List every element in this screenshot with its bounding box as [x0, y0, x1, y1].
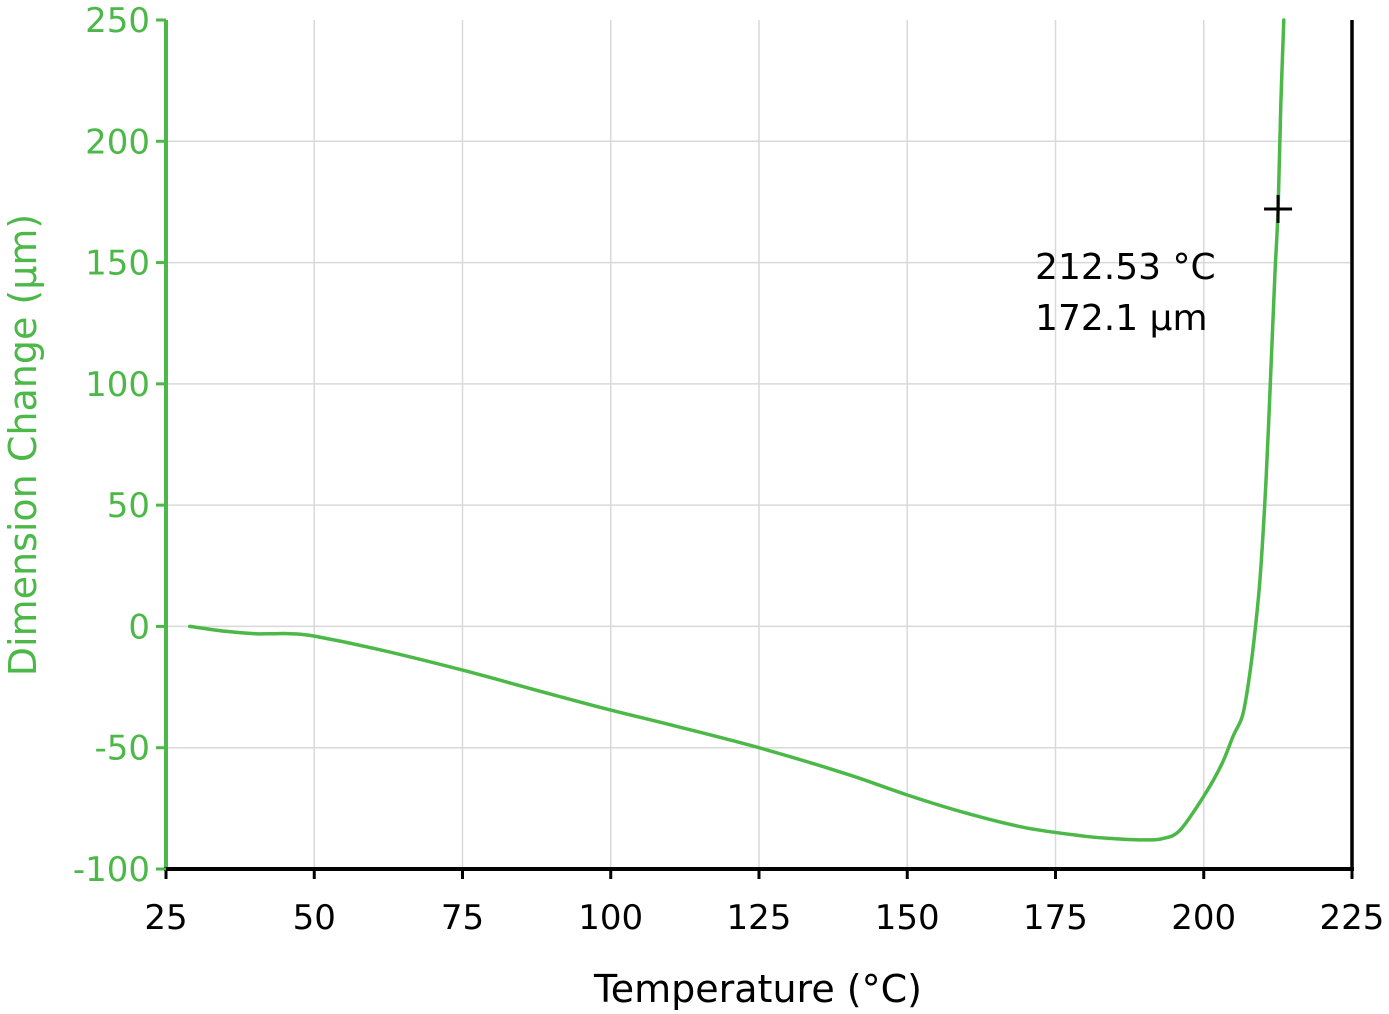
- y-tick-label: -100: [73, 850, 150, 890]
- y-tick-label: -50: [94, 729, 150, 769]
- x-tick-label: 75: [441, 898, 484, 938]
- x-tick-label: 25: [144, 898, 187, 938]
- x-tick-label: 225: [1320, 898, 1385, 938]
- x-axis-ticks: 25 50 75 100 125 150 175 200 225: [144, 869, 1384, 938]
- y-axis-label: Dimension Change (µm): [1, 214, 45, 676]
- y-tick-label: 0: [128, 607, 150, 647]
- series-lines: [187, 18, 1286, 842]
- y-tick-label: 250: [85, 1, 150, 41]
- x-tick-label: 200: [1171, 898, 1236, 938]
- y-tick-label: 100: [85, 365, 150, 405]
- y-tick-label: 150: [85, 244, 150, 284]
- x-axis-label: Temperature (°C): [593, 967, 922, 1011]
- grid-lines: [166, 20, 1352, 869]
- x-tick-label: 50: [293, 898, 336, 938]
- x-tick-label: 150: [875, 898, 940, 938]
- y-tick-label: 200: [85, 122, 150, 162]
- annotation-text: 172.1 µm: [1035, 298, 1207, 339]
- y-tick-label: 50: [107, 486, 150, 526]
- y-axis-ticks: -100 -50 0 50 100 150 200 250: [73, 1, 166, 890]
- annotation-text: 212.53 °C: [1035, 247, 1216, 288]
- x-tick-label: 125: [727, 898, 792, 938]
- x-tick-label: 175: [1023, 898, 1088, 938]
- x-tick-label: 100: [578, 898, 643, 938]
- data-series-line: [187, 18, 1286, 842]
- annotations: 212.53 °C 172.1 µm: [1035, 194, 1293, 339]
